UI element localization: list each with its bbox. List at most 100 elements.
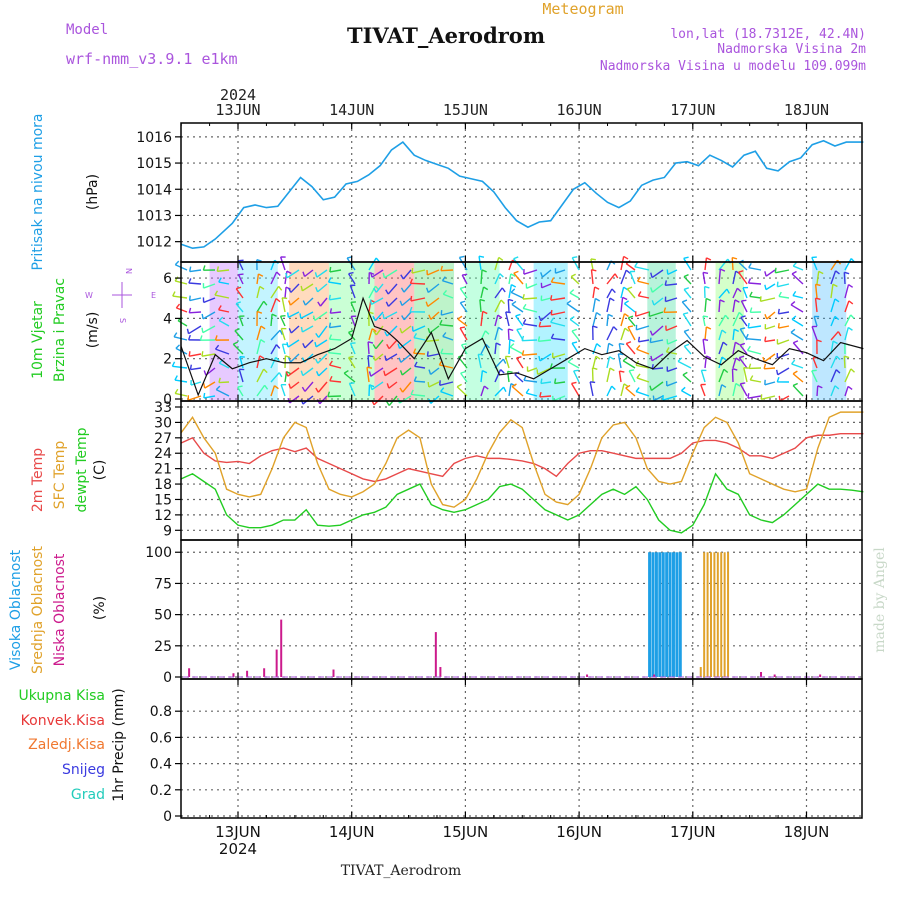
wind-barb-flag [264, 384, 269, 390]
wind-barb-flag [460, 371, 466, 374]
tick-label: 30 [154, 415, 172, 431]
wind-barb [551, 281, 566, 285]
wind-barb [201, 353, 216, 357]
wind-barb [510, 291, 524, 299]
wind-barb [480, 385, 485, 397]
wind-barb [214, 294, 230, 299]
wind-barb-flag [776, 281, 779, 287]
wind-barb [844, 300, 850, 313]
wind-barb [316, 269, 328, 278]
wind-barb-flag [569, 289, 575, 294]
wind-barb [569, 292, 580, 299]
pressure-series-line [180, 139, 864, 250]
wind-barb-flag [538, 321, 542, 327]
wind-barb [508, 284, 513, 299]
wind-barb-flag [460, 286, 466, 290]
wind-barb [440, 352, 454, 355]
wind-barb [638, 339, 650, 343]
wind-barb [682, 313, 692, 327]
wind-barb [480, 286, 485, 299]
wind-barb-flag [201, 313, 204, 319]
wind-barb [203, 297, 216, 304]
wind-barb-flag [483, 286, 489, 291]
wind-barb [371, 381, 384, 391]
wind-barb-flag [174, 388, 179, 394]
wind-barb-flag [738, 311, 744, 317]
wind-barb-flag [844, 355, 850, 359]
wind-barb [551, 337, 566, 341]
wind-barb-flag [683, 312, 689, 315]
wind-barb [414, 380, 426, 383]
wind-barb [508, 339, 511, 355]
wind-barb [626, 288, 636, 299]
wind-barb-flag [705, 297, 712, 302]
wind-barb-flag [312, 315, 316, 321]
wind-barb-flag [175, 303, 181, 309]
wind-barb-flag [540, 378, 543, 384]
wind-barb-flag [409, 278, 413, 284]
wind-barb-flag [372, 330, 377, 336]
wind-barb [790, 331, 804, 341]
wind-barb [189, 269, 202, 273]
wind-barb-flag [726, 288, 730, 294]
wind-barb-flag [410, 389, 414, 395]
cloud-unit: (%) [92, 596, 108, 620]
tick-label: 2 [163, 352, 172, 368]
wind-barb [606, 297, 611, 313]
wind-barb-flag [619, 370, 625, 373]
wind-barb-flag [634, 262, 638, 268]
wind-barb [234, 330, 244, 341]
wind-barb [270, 314, 273, 327]
wind-barb-flag [550, 333, 555, 339]
wind-barb-flag [285, 272, 288, 278]
wind-barb-flag [218, 316, 224, 321]
wind-barb-flag [483, 385, 489, 390]
tick-label: 0.4 [150, 757, 172, 773]
wind-barb-flag [792, 370, 798, 375]
wind-barb [739, 383, 748, 397]
wind-barb-flag [275, 297, 281, 303]
wind-barb [541, 269, 552, 278]
wind-barb [494, 287, 503, 299]
wind-barb-flag [748, 363, 752, 369]
wind-barb-flag [818, 270, 824, 275]
wind-barb [460, 372, 468, 383]
wind-band [209, 263, 238, 400]
wind-barb [304, 297, 314, 306]
wind-barb [540, 381, 552, 385]
wind-barb-flag [680, 386, 686, 392]
wind-barb [256, 300, 265, 313]
wind-barb [747, 349, 762, 355]
wind-barb-flag [721, 329, 727, 334]
wind-barb-flag [607, 313, 614, 318]
wind-barb [523, 379, 538, 383]
wind-barb-flag [314, 358, 319, 364]
wind-barb [189, 311, 202, 314]
tick-label: 50 [154, 608, 172, 624]
wind-barb-flag [622, 357, 628, 362]
wind-barb [494, 369, 502, 383]
wind-barb [494, 257, 500, 271]
wind-barb [374, 311, 384, 322]
wind-barb-flag [314, 272, 318, 278]
wind-barb [844, 386, 849, 397]
wind-barb [367, 341, 370, 355]
temp-label-3: dewpt Temp [74, 427, 90, 512]
wind-barb-flag [189, 266, 192, 272]
wind-barb [270, 344, 278, 355]
wind-barb-flag [609, 297, 615, 302]
wind-barb-flag [702, 315, 709, 318]
wind-barb-flag [539, 391, 542, 398]
wind-barb [315, 339, 328, 348]
grid-layer [181, 123, 862, 818]
wind-barb [830, 369, 837, 383]
wind-barb-flag [327, 277, 332, 283]
wind-barb [606, 343, 610, 355]
wind-barb-flag [428, 314, 432, 320]
wind-barb-flag [614, 273, 619, 279]
wind-barb-flag [427, 328, 431, 334]
wind-barb-flag [720, 268, 726, 272]
wind-barb-flag [622, 296, 628, 301]
wind-barb-flag [399, 370, 403, 376]
wind-barb-flag [263, 368, 268, 374]
